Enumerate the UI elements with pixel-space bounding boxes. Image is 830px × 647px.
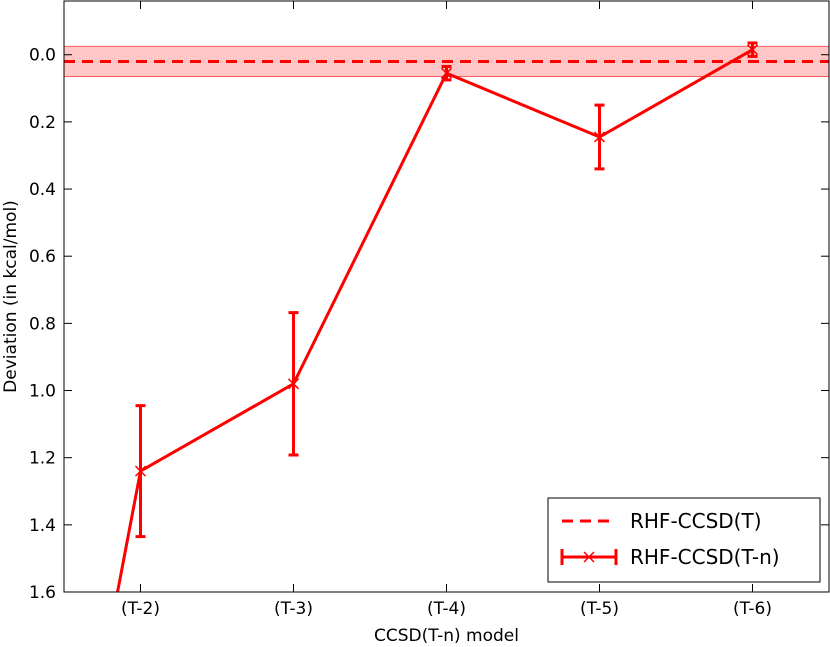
- marker-stroke: [134, 465, 147, 477]
- y-tick-label: 0.8: [29, 314, 56, 334]
- marker-stroke: [746, 44, 759, 56]
- y-tick-label: 1.2: [29, 449, 56, 469]
- legend-series-label: RHF-CCSD(T-n): [630, 545, 780, 569]
- x-axis-ticks: (T-2) (T-3) (T-4) (T-5) (T-6): [121, 1, 772, 619]
- marker-stroke: [287, 378, 300, 390]
- marker-stroke: [593, 131, 606, 143]
- y-tick-label: 0.2: [29, 113, 56, 133]
- y-tick-label: 1.6: [29, 583, 56, 603]
- series-layer: [116, 41, 759, 592]
- legend: RHF-CCSD(T) RHF-CCSD(T-n): [547, 497, 821, 583]
- data-point: [287, 378, 300, 390]
- data-point: [746, 44, 759, 56]
- y-tick-label: 0.6: [29, 247, 56, 267]
- y-tick-label: 0.0: [29, 46, 56, 66]
- x-tick-label: (T-4): [427, 599, 466, 619]
- y-tick-label: 0.4: [29, 180, 56, 200]
- y-tick-label: 1.4: [29, 516, 56, 536]
- x-tick-label: (T-2): [121, 599, 160, 619]
- y-axis-ticks: 0.0 0.2 0.4 0.6 0.8 1.0 1.2 1.4 1.6: [29, 46, 829, 603]
- series-line: [116, 48, 754, 592]
- legend-reference-label: RHF-CCSD(T): [630, 509, 762, 533]
- data-point: [134, 465, 147, 477]
- marker-stroke: [440, 67, 453, 79]
- x-tick-label: (T-5): [580, 599, 619, 619]
- legend-series-marker: [560, 549, 618, 565]
- y-axis-title: Deviation (in kcal/mol): [1, 200, 21, 393]
- data-point: [440, 67, 453, 79]
- data-point: [593, 131, 606, 143]
- x-axis-title: CCSD(T-n) model: [374, 626, 519, 646]
- legend-series-x: [583, 551, 595, 563]
- y-tick-label: 1.0: [29, 382, 56, 402]
- x-tick-label: (T-3): [274, 599, 313, 619]
- x-tick-label: (T-6): [733, 599, 772, 619]
- legend-box: [547, 497, 821, 583]
